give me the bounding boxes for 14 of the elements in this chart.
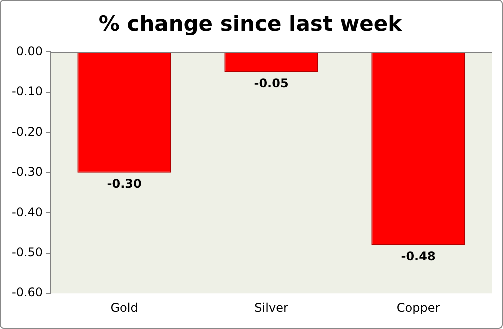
y-tick-label: -0.20: [12, 124, 44, 139]
data-label: -0.48: [401, 249, 436, 264]
x-tick-label: Gold: [110, 300, 138, 315]
y-tick-label: -0.10: [12, 84, 44, 99]
data-label: -0.05: [254, 76, 289, 90]
x-tick-label: Copper: [396, 300, 440, 315]
y-tick-label: -0.60: [12, 286, 44, 300]
x-tick-label: Silver: [254, 300, 288, 315]
chart-title: % change since last week: [98, 12, 404, 36]
y-tick-label: 0.00: [16, 44, 44, 58]
y-tick-label: -0.50: [12, 245, 44, 260]
y-tick-label: -0.40: [12, 205, 44, 220]
data-label: -0.30: [107, 177, 142, 192]
y-tick-label: -0.30: [12, 165, 44, 180]
